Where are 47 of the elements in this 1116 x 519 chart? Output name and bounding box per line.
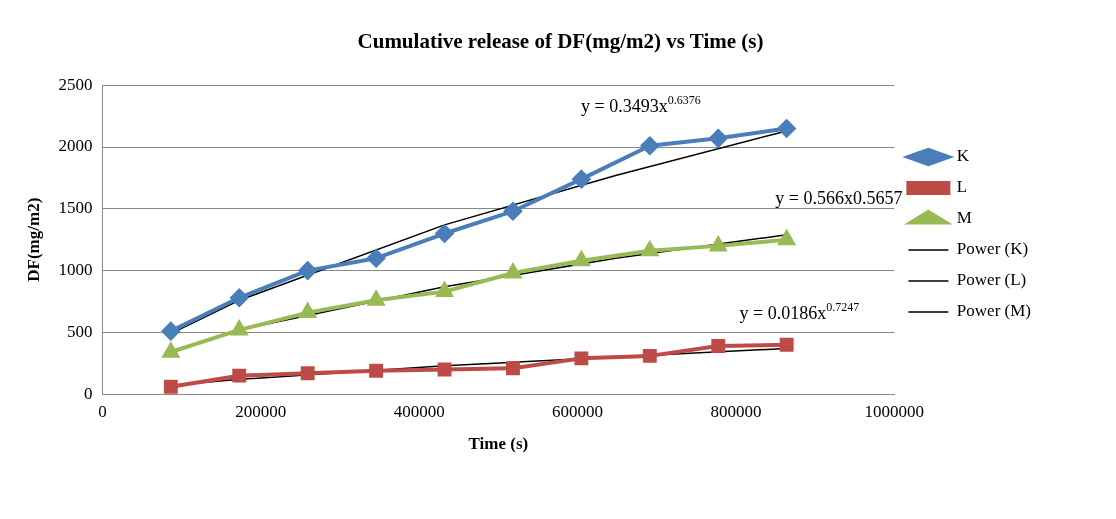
y-tick-label: 0 (83, 383, 93, 403)
x-axis-title: Time (s) (468, 434, 529, 454)
point (435, 224, 454, 243)
point (572, 170, 591, 189)
point (367, 249, 386, 268)
point (298, 261, 317, 280)
point (161, 322, 180, 341)
point (779, 337, 794, 352)
legend-label: Power (L) (956, 270, 1027, 290)
legend-label: M (956, 208, 972, 228)
y-axis-title: DF(mg/m2) (23, 197, 43, 282)
y-tick-label: 2500 (58, 74, 93, 94)
legend-label: Power (K) (956, 239, 1029, 259)
x-tick-label: 1000000 (864, 401, 925, 421)
chart-title: Cumulative release of DF(mg/m2) vs Time (s) (357, 29, 764, 54)
x-tick-label: 200000 (235, 401, 287, 421)
point (232, 368, 247, 383)
y-tick-label: 1500 (58, 198, 93, 218)
point (300, 366, 315, 381)
annotation: y = 0.566x0.5657 (775, 188, 903, 209)
point (503, 202, 522, 221)
y-tick-label: 1000 (58, 260, 93, 280)
x-tick-label: 800000 (710, 401, 762, 421)
point (230, 288, 249, 307)
point (162, 343, 179, 358)
x-tick-label: 400000 (393, 401, 445, 421)
legend-label: L (956, 177, 968, 197)
point (506, 361, 520, 376)
y-tick-label: 500 (66, 321, 93, 341)
point (574, 351, 589, 366)
point (163, 379, 178, 394)
x-tick-label: 600000 (552, 401, 604, 421)
point (640, 136, 659, 155)
point (437, 362, 452, 377)
point (710, 236, 727, 252)
point (642, 348, 657, 363)
point (711, 339, 726, 353)
point (709, 129, 728, 148)
point (777, 119, 796, 138)
point (231, 320, 248, 336)
legend-label: Power (M) (956, 301, 1032, 321)
point (368, 291, 385, 306)
point (369, 363, 384, 378)
x-tick-label: 0 (98, 401, 107, 421)
legend-label: K (956, 146, 970, 166)
point (504, 264, 522, 279)
y-tick-label: 2000 (58, 136, 93, 156)
